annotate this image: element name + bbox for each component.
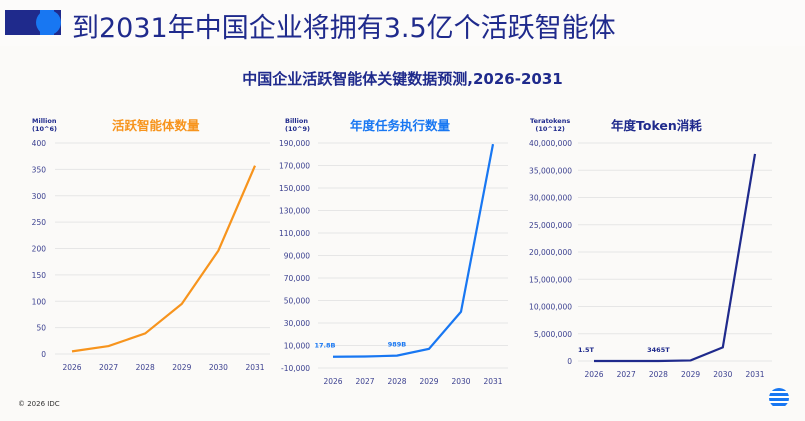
y-tick-label: 50,000 (284, 297, 310, 306)
data-label: 989B (388, 341, 407, 349)
y-tick-label: 400 (32, 139, 47, 148)
y-tick-label: 50 (36, 324, 46, 333)
unit-label-1: Million (10^6) (32, 117, 57, 133)
y-tick-label: 170,000 (279, 162, 310, 171)
x-tick-label: 2031 (745, 370, 764, 379)
x-tick-label: 2029 (419, 377, 438, 386)
unit-label-2: Billion (10^9) (285, 117, 310, 133)
unit-name: Million (32, 117, 57, 125)
y-tick-label: 130,000 (279, 207, 310, 216)
x-tick-label: 2028 (136, 363, 155, 372)
y-tick-label: 190,000 (279, 139, 310, 148)
x-tick-label: 2029 (172, 363, 191, 372)
y-tick-label: 25,000,000 (529, 221, 572, 230)
page-title: 到2031年中国企业将拥有3.5亿个活跃智能体 (72, 13, 616, 44)
y-tick-label: 250 (32, 218, 47, 227)
y-tick-label: 30,000 (284, 319, 310, 328)
x-tick-label: 2026 (62, 363, 81, 372)
y-tick-label: 150,000 (279, 184, 310, 193)
y-tick-label: 100 (32, 297, 47, 306)
y-tick-label: 5,000,000 (534, 330, 572, 339)
chart-group-title: 中国企业活跃智能体关键数据预测,2026-2031 (242, 70, 563, 88)
idc-logo-icon (769, 388, 789, 408)
series-line-1 (332, 143, 495, 358)
y-tick-label: 70,000 (284, 274, 310, 283)
unit-scale: (10^9) (285, 125, 310, 133)
y-tick-label: 90,000 (284, 252, 310, 261)
unit-scale: (10^6) (32, 125, 57, 133)
series-line-2 (593, 153, 757, 363)
y-tick-label: 10,000,000 (529, 303, 572, 312)
data-label: 3465T (647, 346, 670, 354)
unit-name: Billion (285, 117, 308, 125)
x-tick-label: 2027 (617, 370, 636, 379)
x-tick-label: 2028 (387, 377, 406, 386)
chart-title-agents: 活跃智能体数量 (112, 118, 200, 133)
unit-scale: (10^12) (535, 125, 565, 133)
unit-label-3: Teratokens (10^12) (530, 117, 570, 133)
y-tick-label: 15,000,000 (529, 275, 572, 284)
x-tick-label: 2026 (584, 370, 603, 379)
chart-title-tasks: 年度任务执行数量 (350, 118, 451, 133)
y-tick-label: -10,000 (281, 364, 310, 373)
y-tick-label: 0 (41, 350, 46, 359)
x-tick-label: 2031 (245, 363, 264, 372)
chart-title-tokens: 年度Token消耗 (611, 118, 702, 133)
x-tick-label: 2029 (681, 370, 700, 379)
x-tick-label: 2030 (713, 370, 732, 379)
header-bar (0, 0, 805, 46)
x-tick-label: 2031 (483, 377, 502, 386)
y-tick-label: 30,000,000 (529, 194, 572, 203)
data-label: 1.5T (578, 346, 595, 354)
y-tick-label: 350 (32, 165, 47, 174)
brand-pill-icon (5, 10, 61, 35)
y-tick-label: 110,000 (279, 229, 310, 238)
x-tick-label: 2027 (355, 377, 374, 386)
y-tick-label: 10,000 (284, 342, 310, 351)
series-line-0 (71, 165, 257, 353)
y-tick-label: 150 (32, 271, 47, 280)
y-tick-label: 40,000,000 (529, 139, 572, 148)
x-tick-label: 2030 (209, 363, 228, 372)
x-tick-label: 2026 (323, 377, 342, 386)
data-label: 17.8B (315, 342, 336, 350)
y-tick-label: 35,000,000 (529, 166, 572, 175)
x-tick-label: 2028 (649, 370, 668, 379)
y-tick-label: 200 (32, 245, 47, 254)
x-tick-label: 2030 (451, 377, 470, 386)
y-tick-label: 300 (32, 192, 47, 201)
x-tick-label: 2027 (99, 363, 118, 372)
unit-name: Teratokens (530, 117, 571, 125)
y-tick-label: 0 (567, 357, 572, 366)
copyright: © 2026 IDC (18, 400, 60, 408)
y-tick-label: 20,000,000 (529, 248, 572, 257)
